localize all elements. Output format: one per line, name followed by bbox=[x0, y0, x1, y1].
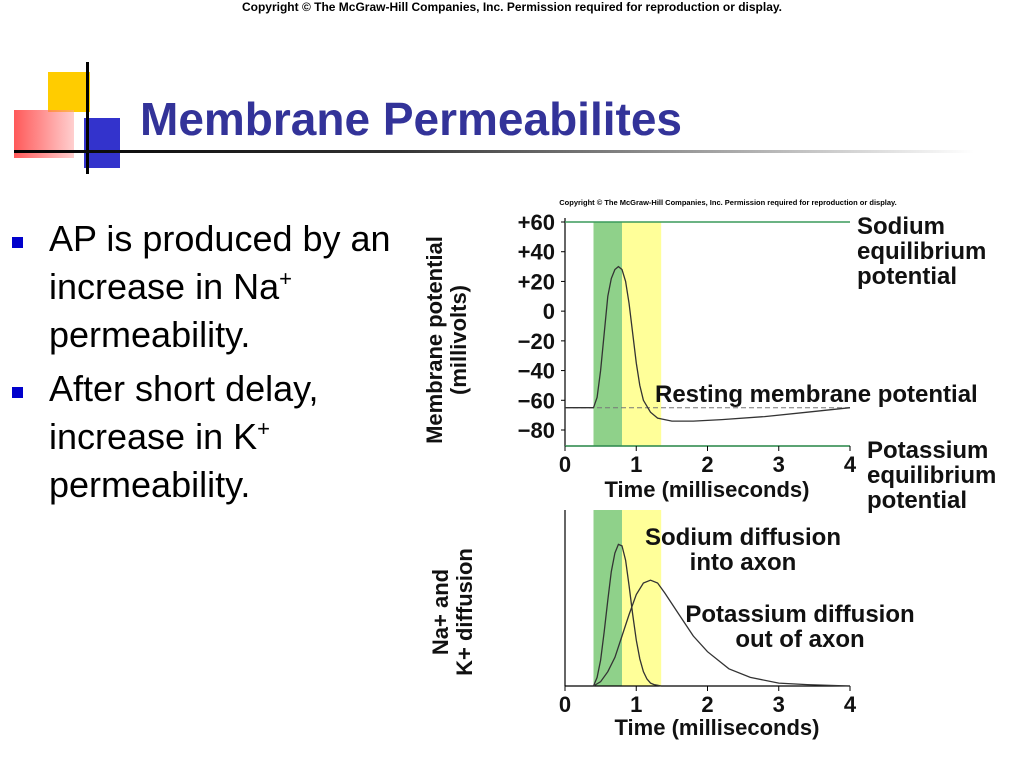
sodium-diffusion-label: into axon bbox=[690, 549, 797, 576]
top-chart-potassium-band bbox=[622, 222, 662, 446]
bullet-text-tail: permeability. bbox=[49, 464, 251, 505]
bottom-chart-x-axis-title: Time (milliseconds) bbox=[615, 715, 820, 740]
bottom-chart-x-tick-label: 0 bbox=[559, 692, 571, 717]
top-chart-y-tick-label: −80 bbox=[518, 418, 555, 443]
bottom-chart-x-tick-label: 3 bbox=[773, 692, 785, 717]
sodium-equilibrium-label: potential bbox=[857, 263, 957, 290]
potassium-equilibrium-label: potential bbox=[867, 487, 967, 514]
potassium-equilibrium-label: Potassium bbox=[867, 437, 988, 464]
top-chart-x-tick-label: 1 bbox=[630, 452, 642, 477]
resting-membrane-potential-label: Resting membrane potential bbox=[655, 381, 978, 408]
bullet-superscript: + bbox=[257, 416, 270, 441]
bottom-chart-y-axis-title: Na+ andK+ diffusion bbox=[428, 548, 477, 676]
top-chart-x-tick-label: 2 bbox=[701, 452, 713, 477]
bullet-text: AP is produced by an increase in Na bbox=[49, 218, 391, 307]
top-chart-y-tick-label: +60 bbox=[518, 210, 555, 235]
top-chart-y-tick-label: +20 bbox=[518, 269, 555, 294]
bullet-superscript: + bbox=[279, 266, 292, 291]
top-chart-sodium-band bbox=[593, 222, 622, 446]
sodium-equilibrium-label: equilibrium bbox=[857, 238, 986, 265]
top-chart-y-axis-title: Membrane potential(millivolts) bbox=[422, 236, 471, 444]
top-chart-x-tick-label: 3 bbox=[773, 452, 785, 477]
potassium-equilibrium-label: equilibrium bbox=[867, 462, 996, 489]
potassium-diffusion-label: out of axon bbox=[735, 626, 864, 653]
potassium-diffusion-curve bbox=[593, 579, 851, 687]
bottom-chart-x-tick-label: 4 bbox=[844, 692, 857, 717]
bottom-chart-potassium-band bbox=[622, 510, 662, 686]
potassium-diffusion-label: Potassium diffusion bbox=[685, 601, 914, 628]
sodium-diffusion-label: Sodium diffusion bbox=[645, 524, 841, 551]
top-chart-y-tick-label: +40 bbox=[518, 240, 555, 265]
bullet-item: After short delay, increase in K+ permea… bbox=[12, 365, 392, 509]
top-chart-x-axis-title: Time (milliseconds) bbox=[605, 477, 810, 502]
bottom-chart-x-tick-label: 2 bbox=[701, 692, 713, 717]
top-chart-y-tick-label: −20 bbox=[518, 329, 555, 354]
sodium-diffusion-curve bbox=[592, 543, 662, 687]
bullet-text: After short delay, increase in K bbox=[49, 368, 319, 457]
slide-copyright: Copyright © The McGraw-Hill Companies, I… bbox=[241, 0, 783, 14]
top-chart-x-tick-label: 4 bbox=[844, 452, 857, 477]
top-chart-y-tick-label: 0 bbox=[543, 299, 555, 324]
bullet-item: AP is produced by an increase in Na+ per… bbox=[12, 215, 392, 359]
action-potential-curve bbox=[565, 265, 851, 422]
bullet-text-tail: permeability. bbox=[49, 314, 251, 355]
top-chart-y-tick-label: −60 bbox=[518, 388, 555, 413]
bullet-square-icon bbox=[12, 387, 23, 398]
top-chart-y-tick-label: −40 bbox=[518, 359, 555, 384]
figure-copyright: Copyright © The McGraw-Hill Companies, I… bbox=[559, 198, 897, 207]
slide-title: Membrane Permeabilites bbox=[140, 93, 683, 145]
sodium-equilibrium-label: Sodium bbox=[857, 213, 945, 240]
bullet-list: AP is produced by an increase in Na+ per… bbox=[12, 215, 392, 515]
title-underline bbox=[14, 150, 974, 153]
bottom-chart-x-tick-label: 1 bbox=[630, 692, 642, 717]
top-chart-x-tick-label: 0 bbox=[559, 452, 571, 477]
bullet-square-icon bbox=[12, 237, 23, 248]
